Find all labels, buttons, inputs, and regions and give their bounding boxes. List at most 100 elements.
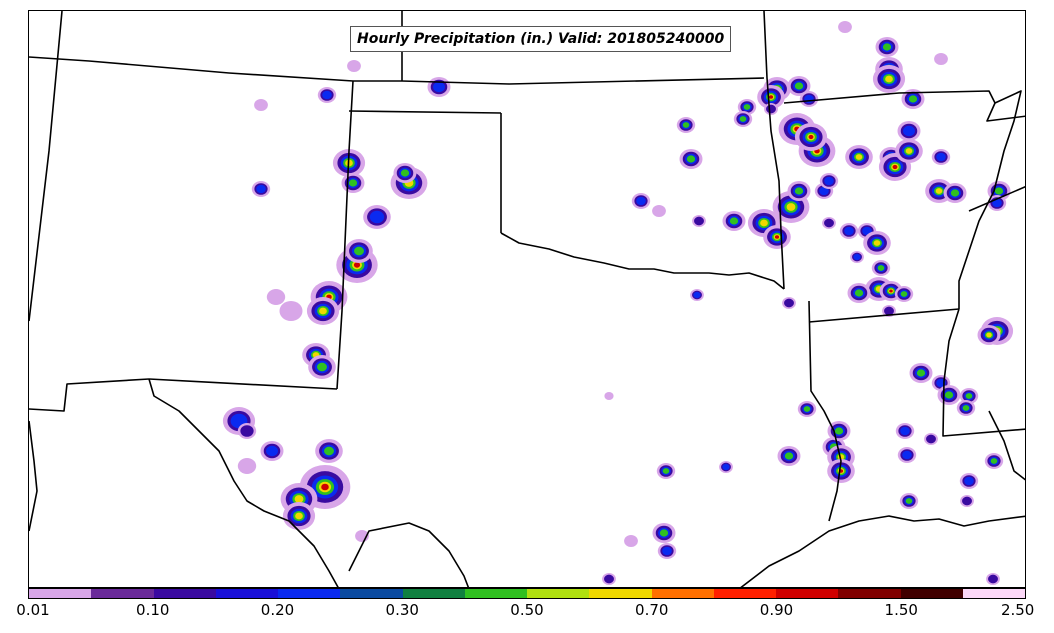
precip-contour xyxy=(794,82,804,90)
precip-contour xyxy=(652,205,666,217)
precip-contour xyxy=(786,203,796,211)
precip-contour xyxy=(844,226,854,236)
colorbar-segment xyxy=(651,589,714,598)
precip-cell xyxy=(345,239,373,263)
precip-cell xyxy=(306,297,340,325)
precip-cell xyxy=(624,535,638,547)
precip-cell xyxy=(850,251,864,263)
precip-contour xyxy=(902,450,912,460)
precip-cell xyxy=(797,401,817,417)
colorbar-tick-label: 1.50 xyxy=(884,601,918,619)
precip-cell xyxy=(847,283,871,303)
precip-cell xyxy=(656,463,676,479)
precip-contour xyxy=(347,60,361,72)
precip-contour xyxy=(254,99,268,111)
precip-cell xyxy=(237,458,257,474)
colorbar-segment xyxy=(278,589,341,598)
precip-cell xyxy=(882,305,896,317)
precip-cell xyxy=(984,453,1004,469)
border-rio-grande xyxy=(148,378,339,587)
colorbar-segment xyxy=(91,589,154,598)
precip-contour xyxy=(636,196,646,206)
precip-contour xyxy=(294,495,304,503)
precip-contour xyxy=(838,21,852,33)
precip-contour xyxy=(936,152,946,162)
precip-cell xyxy=(878,153,912,181)
colorbar-tick-label: 2.50 xyxy=(1000,601,1035,619)
precip-contour xyxy=(693,291,701,299)
precip-cell xyxy=(934,53,948,65)
precip-contour xyxy=(824,218,834,228)
precip-cell xyxy=(282,502,316,530)
border-ar-la xyxy=(808,308,960,323)
precip-contour xyxy=(784,298,794,308)
precip-cell xyxy=(690,289,704,301)
precip-contour xyxy=(295,512,303,520)
precip-contour xyxy=(994,187,1004,195)
precip-cell xyxy=(977,325,1001,345)
border-ok-panhandle xyxy=(348,110,502,114)
precip-cell xyxy=(604,392,614,400)
precip-cell xyxy=(895,139,923,163)
precip-cell xyxy=(960,495,974,507)
colorbar-segment xyxy=(29,589,92,598)
precip-cell xyxy=(251,181,271,197)
precip-cell xyxy=(763,225,791,249)
precip-contour xyxy=(237,458,257,474)
precip-contour xyxy=(662,468,670,474)
precip-contour xyxy=(990,458,998,464)
precip-contour xyxy=(369,210,385,224)
precip-contour xyxy=(908,95,918,103)
precip-cell xyxy=(787,181,811,201)
colorbar-segment xyxy=(340,589,403,598)
colorbar-segment xyxy=(215,589,278,598)
colorbar-tick-label: 0.90 xyxy=(759,601,794,619)
border-wy-co-ne xyxy=(29,56,354,82)
map-canvas xyxy=(29,11,1025,587)
precip-cell xyxy=(894,286,914,302)
precip-cell xyxy=(692,215,706,227)
precip-contour xyxy=(877,265,885,271)
precip-contour xyxy=(279,301,303,321)
border-ne-ks xyxy=(353,77,765,85)
coast-texas xyxy=(740,515,1025,587)
precip-cell xyxy=(631,193,651,209)
precip-contour xyxy=(964,476,974,486)
border-ms-la-river xyxy=(942,308,1025,437)
precip-contour xyxy=(321,483,329,491)
border-red-river xyxy=(500,232,785,290)
precip-cell xyxy=(931,149,951,165)
precip-contour xyxy=(855,154,863,160)
precip-cell xyxy=(652,523,676,543)
precip-cell xyxy=(875,37,899,57)
precip-contour xyxy=(926,434,936,444)
precip-cell xyxy=(237,423,257,439)
precip-contour xyxy=(729,217,739,225)
colorbar-segment xyxy=(776,589,839,598)
precip-cell xyxy=(845,145,873,169)
precipitation-cells xyxy=(222,21,1014,585)
precip-cell xyxy=(897,447,917,463)
precip-contour xyxy=(266,289,286,305)
precip-contour xyxy=(900,291,908,297)
colorbar-tick-label: 0.50 xyxy=(510,601,544,619)
colorbar-tick-labels: 0.01 0.10 0.20 0.30 0.50 0.70 0.90 1.50 2.50 xyxy=(16,601,1034,623)
precip-cell xyxy=(602,573,616,585)
precip-cell xyxy=(937,385,961,405)
precip-contour xyxy=(266,445,278,457)
precip-cell xyxy=(393,163,417,183)
precip-contour xyxy=(934,53,948,65)
precip-cell xyxy=(794,123,828,151)
precip-contour xyxy=(853,253,861,261)
precip-contour xyxy=(935,188,943,194)
precip-contour xyxy=(916,369,926,377)
precip-cell xyxy=(679,149,703,169)
precip-cell xyxy=(279,301,303,321)
precip-cell xyxy=(764,103,778,115)
precip-cell xyxy=(260,441,284,461)
precip-contour xyxy=(604,392,614,400)
precip-contour xyxy=(354,246,364,256)
colorbar-segment xyxy=(962,589,1025,598)
colorbar-segment xyxy=(589,589,652,598)
border-ar-east-river xyxy=(958,90,1022,309)
